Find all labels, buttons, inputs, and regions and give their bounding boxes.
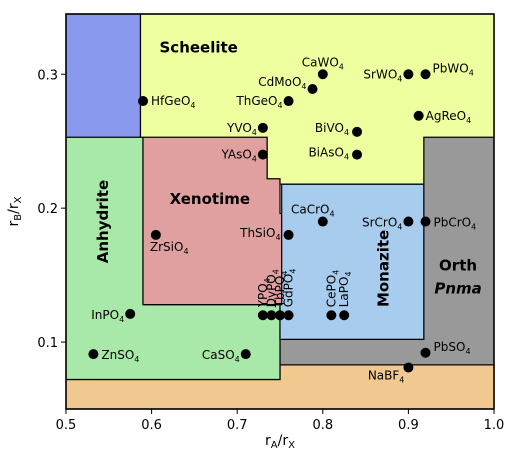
region-label: Pnma [434, 279, 481, 297]
y-tick-label: 0.2 [37, 202, 58, 217]
data-point-label: PbSO4 [434, 340, 471, 356]
y-axis-ticks: 0.1 0.2 0.3 [37, 68, 66, 351]
data-point [339, 310, 350, 321]
data-point-label: ThGeO4 [235, 94, 282, 110]
region-label: Xenotime [170, 190, 250, 208]
region-label: Scheelite [160, 38, 238, 56]
data-point-label: CaSO4 [202, 348, 240, 364]
data-point-label: CaWO4 [302, 55, 344, 71]
data-point [88, 349, 99, 360]
x-tick-label: 1.0 [484, 418, 505, 433]
plot-frame [65, 13, 495, 410]
data-point [275, 310, 285, 321]
data-point [257, 310, 268, 321]
data-point [317, 216, 328, 227]
data-point-label: BiAsO4 [308, 146, 349, 162]
data-point-label: YPO4 [256, 278, 272, 308]
data-point-label: CdMoO4 [258, 75, 306, 91]
data-point [403, 362, 414, 373]
data-point [257, 149, 268, 160]
region-blue [65, 13, 142, 138]
data-point [138, 96, 149, 107]
data-point-label: AgReO4 [426, 109, 472, 125]
data-point [420, 69, 431, 80]
region-monazite [279, 183, 425, 340]
data-point [317, 69, 328, 80]
data-point-label: PbCrO4 [434, 216, 477, 232]
data-point-label: DyPO4 [264, 269, 280, 307]
x-tick-label: 0.5 [56, 418, 77, 433]
data-point-label: ZrSiO4 [150, 240, 189, 256]
data-point [326, 310, 337, 321]
data-point [266, 310, 277, 321]
data-point [352, 149, 363, 160]
data-point-label: GdPO4 [282, 269, 298, 308]
data-point [283, 229, 294, 240]
data-point-label: CePO4 [324, 270, 340, 308]
data-point [150, 229, 161, 240]
data-point-label: CaCrO4 [291, 203, 335, 219]
x-tick-label: 0.6 [141, 418, 162, 433]
data-point [413, 110, 424, 121]
data-point-label: YAsO4 [220, 148, 256, 164]
data-point [307, 83, 318, 94]
data-point-label: HfGeO4 [151, 94, 195, 110]
data-point-label: SrCrO4 [362, 216, 402, 232]
x-tick-label: 0.7 [227, 418, 248, 433]
data-point [283, 310, 294, 321]
data-point [403, 69, 414, 80]
data-point [240, 349, 251, 360]
data-point-label: InPO4 [91, 308, 124, 324]
data-point [420, 216, 431, 227]
region-label-layer: Scheelite Xenotime Anhydrite Monazite Orth Pn… [94, 38, 482, 307]
region-xenotime [142, 136, 283, 306]
region-label: Monazite [375, 230, 393, 307]
region-label: Orth [439, 257, 477, 275]
y-axis-label: rB/rX [6, 196, 24, 226]
data-point [283, 96, 294, 107]
data-point-label: ThSiO4 [239, 226, 280, 242]
data-point [352, 126, 363, 137]
data-point-layer: CaWO4 CdMoO4 SrWO4 PbWO4 HfGeO4 ThGeO4 AgReO4 Y… [88, 55, 476, 384]
x-axis-label: rA/rX [265, 433, 295, 451]
data-point-label: NaBF4 [368, 368, 405, 384]
x-tick-label: 0.8 [312, 418, 333, 433]
data-point [125, 308, 136, 319]
data-point-label: BiVO4 [315, 121, 349, 137]
data-point [257, 122, 268, 133]
x-tick-label: 0.9 [398, 418, 419, 433]
region-layer [65, 13, 495, 410]
data-point-label: ZnSO4 [101, 348, 139, 364]
x-axis-ticks: 0.5 0.6 0.7 0.8 0.9 1.0 [56, 409, 505, 433]
y-tick-label: 0.3 [37, 68, 58, 83]
y-tick-label: 0.1 [37, 336, 58, 351]
region-label: Anhydrite [94, 180, 112, 263]
data-point-label: LaPO4 [337, 271, 353, 307]
data-point-label: PbWO4 [433, 61, 474, 77]
data-point [403, 216, 414, 227]
data-point-label: TbPO4 [273, 271, 289, 309]
data-point [420, 347, 431, 358]
data-point-label: SrWO4 [363, 67, 402, 83]
data-point-label: YVO4 [226, 121, 257, 137]
